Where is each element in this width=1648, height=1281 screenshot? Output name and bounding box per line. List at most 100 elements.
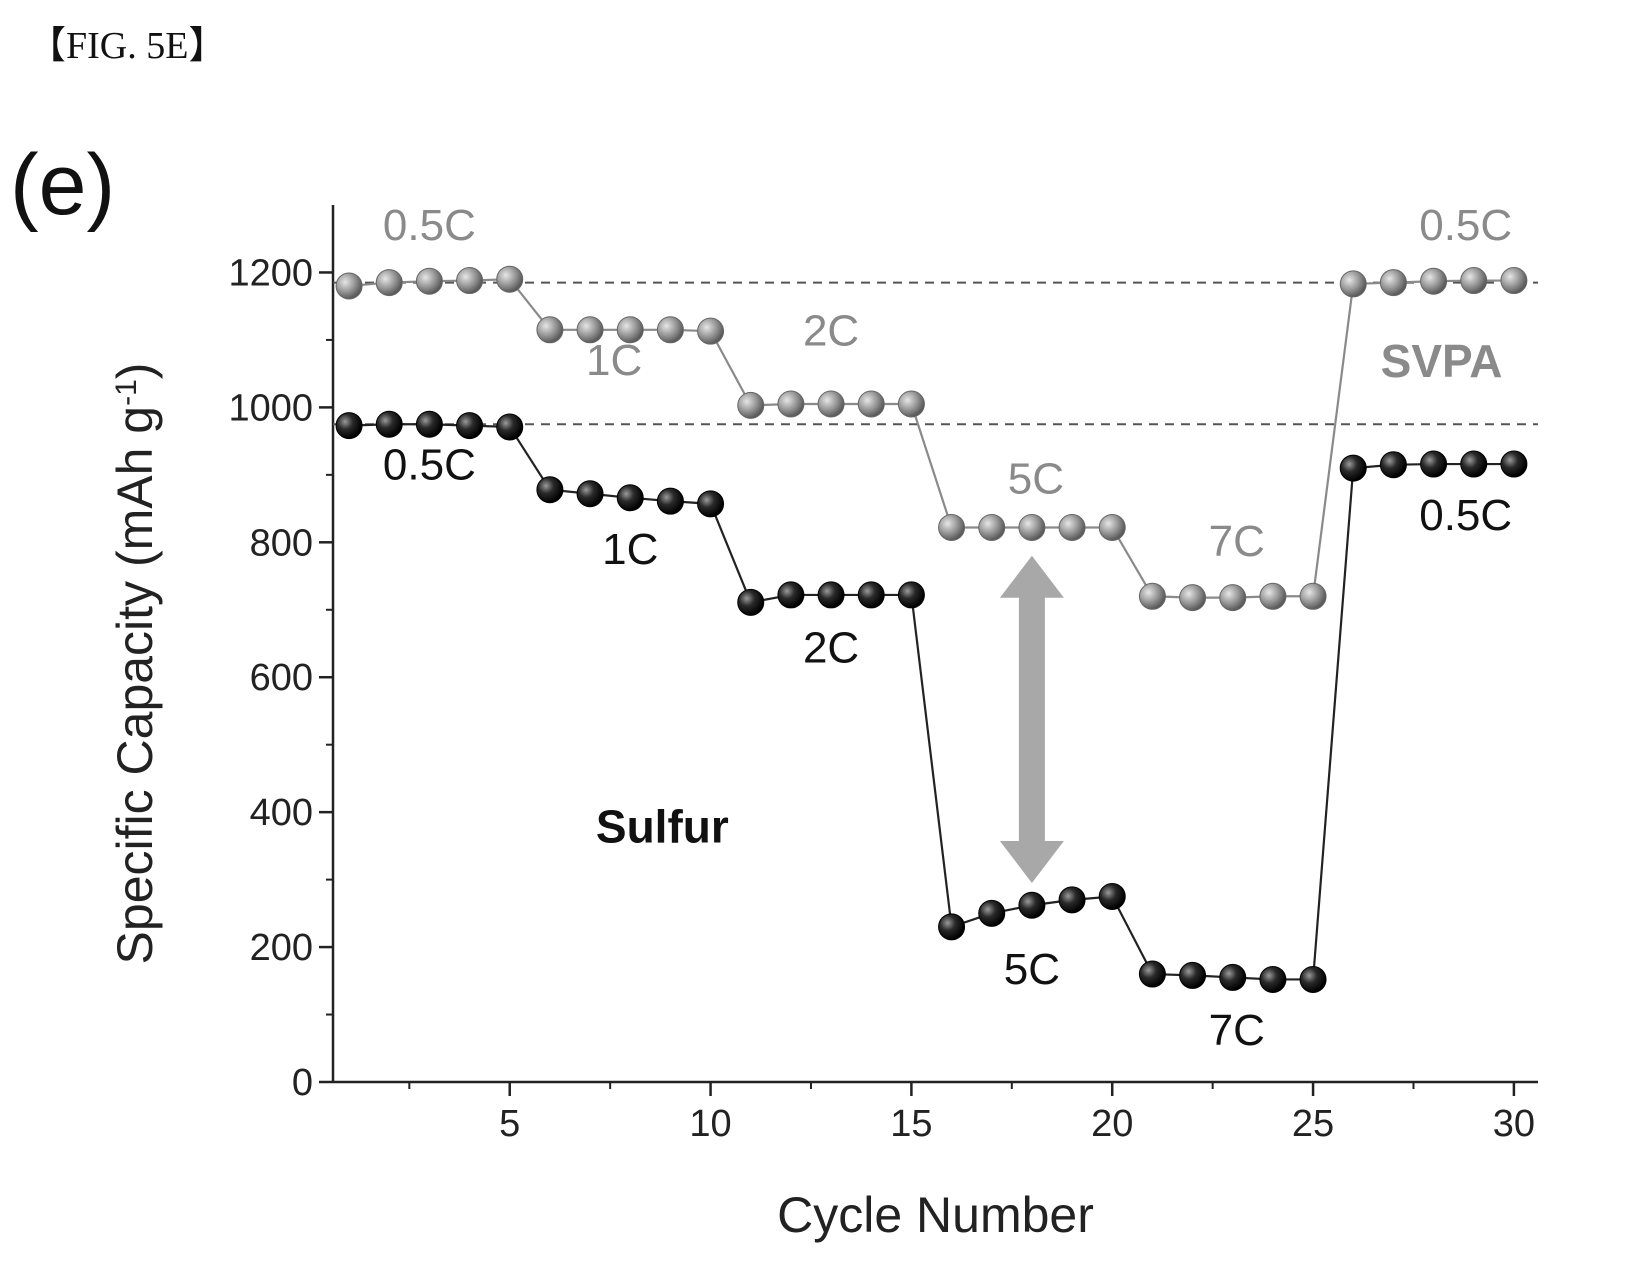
series-name-label: SVPA <box>1381 335 1503 387</box>
data-point-sulfur <box>938 913 966 941</box>
rate-label: 2C <box>803 306 859 355</box>
data-point-sulfur <box>1299 965 1327 993</box>
data-point-sulfur <box>978 899 1006 927</box>
y-tick-label: 600 <box>250 657 313 699</box>
data-point-svpa <box>536 316 564 344</box>
rate-label: 7C <box>1209 517 1265 566</box>
y-tick-label: 800 <box>250 522 313 564</box>
data-point-sulfur <box>456 412 484 440</box>
data-point-svpa <box>1098 513 1126 541</box>
data-point-sulfur <box>1219 963 1247 991</box>
data-point-svpa <box>697 317 725 345</box>
y-axis-title-main: Specific Capacity (mAh g <box>107 406 163 965</box>
data-point-svpa <box>335 272 363 300</box>
data-point-svpa <box>1018 513 1046 541</box>
x-tick-label: 20 <box>1091 1103 1133 1145</box>
x-tick-label: 15 <box>890 1103 932 1145</box>
x-tick-label: 30 <box>1493 1103 1535 1145</box>
annotations: 0.5C 1C 2C 5C 7C 0.5C 0.5C 1C 2C 5C 7C 0.5C SVPA Sulf… <box>383 201 1512 1055</box>
data-point-svpa <box>1339 270 1367 298</box>
data-point-svpa <box>1259 582 1287 610</box>
series-line-sulfur <box>349 423 1514 981</box>
data-point-svpa <box>1420 267 1448 295</box>
data-point-svpa <box>777 390 805 418</box>
y-tick-label: 1200 <box>228 252 313 294</box>
data-point-sulfur <box>1259 965 1287 993</box>
y-axis-title-close: ) <box>107 363 163 380</box>
data-point-sulfur <box>616 484 644 512</box>
data-point-svpa <box>978 513 1006 541</box>
rate-label: 1C <box>602 525 658 574</box>
data-point-sulfur <box>777 581 805 609</box>
data-point-svpa <box>375 269 403 297</box>
reference-lines <box>333 281 1538 426</box>
data-point-sulfur <box>1500 450 1528 478</box>
series-group <box>335 265 1528 993</box>
series-name-label: Sulfur <box>596 801 729 853</box>
data-point-svpa <box>1500 267 1528 295</box>
data-point-sulfur <box>817 581 845 609</box>
data-point-svpa <box>938 513 966 541</box>
figure-label: 【FIG. 5E】 <box>28 25 227 67</box>
data-point-svpa <box>1179 584 1207 612</box>
double-arrow-shape <box>999 555 1064 883</box>
data-point-sulfur <box>415 410 443 438</box>
data-point-sulfur <box>576 480 604 508</box>
double-arrow <box>999 555 1064 883</box>
data-point-svpa <box>576 316 604 344</box>
data-point-sulfur <box>857 581 885 609</box>
series-line-svpa <box>348 278 1514 599</box>
y-tick-label: 0 <box>292 1062 313 1104</box>
data-point-sulfur <box>536 476 564 504</box>
x-tick-label: 10 <box>689 1103 731 1145</box>
data-point-svpa <box>857 390 885 418</box>
y-axis-title: Specific Capacity (mAh g-1) <box>107 363 163 965</box>
x-tick-label: 25 <box>1292 1103 1334 1145</box>
rate-label: 5C <box>1004 945 1060 994</box>
rate-label: 5C <box>1008 455 1064 504</box>
data-point-svpa <box>456 267 484 295</box>
data-point-sulfur <box>1098 882 1126 910</box>
y-axis-title-superscript: -1 <box>110 379 143 406</box>
data-point-sulfur <box>335 412 363 440</box>
data-point-sulfur <box>1460 450 1488 478</box>
x-tick-label: 5 <box>499 1103 520 1145</box>
data-point-svpa <box>1299 582 1327 610</box>
rate-label: 7C <box>1209 1006 1265 1055</box>
data-point-sulfur <box>1339 454 1367 482</box>
data-point-sulfur <box>1179 961 1207 989</box>
data-point-svpa <box>616 316 644 344</box>
data-point-svpa <box>897 390 925 418</box>
data-point-svpa <box>817 390 845 418</box>
y-tick-label: 1000 <box>228 387 313 429</box>
rate-label: 0.5C <box>383 441 476 490</box>
data-point-svpa <box>1219 584 1247 612</box>
data-point-sulfur <box>496 413 524 441</box>
data-point-sulfur <box>737 588 765 616</box>
panel-label: (e) <box>10 137 115 233</box>
y-tick-label: 400 <box>250 792 313 834</box>
data-point-sulfur <box>375 410 403 438</box>
data-point-svpa <box>1138 582 1166 610</box>
x-axis-title: Cycle Number <box>777 1187 1094 1243</box>
data-point-svpa <box>1379 269 1407 297</box>
data-point-svpa <box>737 391 765 419</box>
axes: 0 200 400 600 800 1000 1200 5 10 15 20 25 30 <box>228 205 1538 1145</box>
rate-label: 0.5C <box>383 201 476 250</box>
rate-label: 2C <box>803 623 859 672</box>
rate-label: 0.5C <box>1419 201 1512 250</box>
data-point-sulfur <box>897 581 925 609</box>
data-point-svpa <box>1460 267 1488 295</box>
data-point-sulfur <box>656 487 684 515</box>
data-point-sulfur <box>1018 891 1046 919</box>
rate-label: 0.5C <box>1419 491 1512 540</box>
data-point-sulfur <box>697 490 725 518</box>
data-point-sulfur <box>1058 886 1086 914</box>
data-point-svpa <box>496 265 524 293</box>
data-point-sulfur <box>1420 450 1448 478</box>
data-point-svpa <box>1058 513 1086 541</box>
data-point-svpa <box>656 316 684 344</box>
rate-label: 1C <box>586 336 642 385</box>
data-point-sulfur <box>1138 960 1166 988</box>
